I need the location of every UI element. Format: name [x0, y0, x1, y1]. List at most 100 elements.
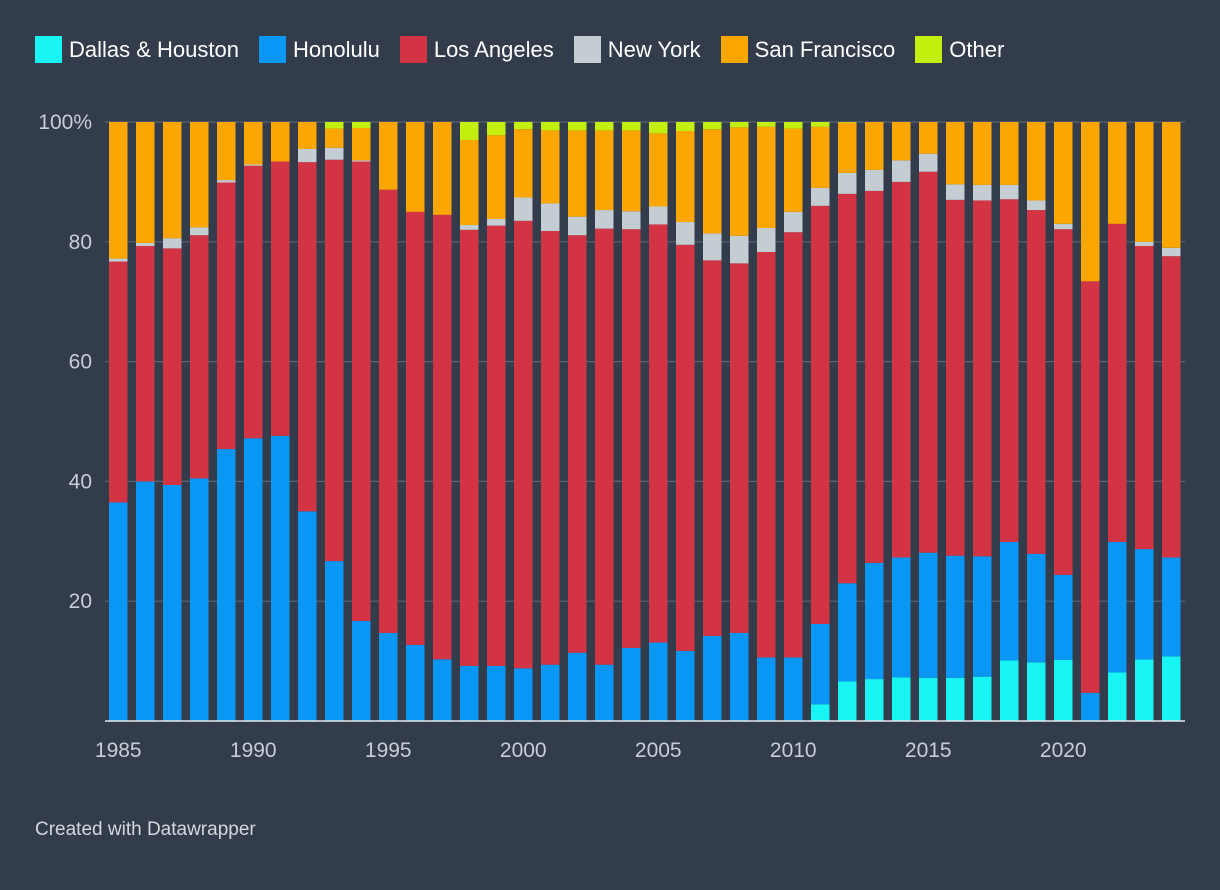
bar-segment — [379, 632, 398, 721]
bar-segment — [703, 233, 722, 261]
bar-segment — [1108, 122, 1127, 224]
y-tick-label: 40 — [69, 470, 92, 493]
bar-segment — [1108, 541, 1127, 673]
bar-segment — [973, 184, 992, 201]
bar-segment — [541, 130, 560, 204]
bar-segment — [433, 659, 452, 721]
bar-segment — [649, 122, 668, 134]
bar-segment — [757, 657, 776, 721]
bar-segment — [514, 197, 533, 221]
bar-segment — [838, 172, 857, 194]
bar-segment — [1108, 672, 1127, 721]
bar-segment — [109, 258, 128, 262]
bar-segment — [514, 220, 533, 669]
bar-segment — [811, 704, 830, 721]
legend-item-new-york: New York — [573, 36, 701, 63]
bar-segment — [136, 122, 155, 243]
bar-segment — [649, 224, 668, 643]
bar-segment — [1054, 122, 1073, 224]
bar-segment — [298, 162, 317, 512]
bar-segment — [973, 200, 992, 557]
legend-item-los-angeles: Los Angeles — [399, 36, 554, 63]
x-tick-label: 2000 — [500, 739, 547, 762]
bar-segment — [595, 228, 614, 665]
bar-segment — [784, 211, 803, 233]
bar-segment — [136, 245, 155, 482]
bar-segment — [1000, 122, 1019, 185]
bar-segment — [298, 148, 317, 163]
legend-item-honolulu: Honolulu — [258, 36, 380, 63]
bar-segment — [649, 206, 668, 225]
bar-segment — [946, 677, 965, 721]
bar-segment — [217, 180, 236, 183]
bar-segment — [460, 139, 479, 226]
bar-segment — [892, 677, 911, 721]
bar-segment — [784, 122, 803, 129]
bar-segment — [190, 235, 209, 479]
bar-segment — [433, 214, 452, 660]
bar-segment — [1162, 122, 1181, 248]
bar-segment — [433, 122, 452, 215]
bar-segment — [865, 562, 884, 680]
bar-segment — [487, 219, 506, 226]
bar-segment — [271, 435, 290, 721]
bar-segment — [244, 122, 263, 165]
bar-segment — [1135, 245, 1154, 550]
bar-segment — [379, 189, 398, 633]
legend-label-other: Other — [949, 36, 1005, 62]
bar-segment — [676, 122, 695, 131]
bar-segment — [1162, 247, 1181, 257]
bar-segment — [730, 263, 749, 633]
legend-item-other: Other — [915, 36, 1004, 63]
bar-segment — [1162, 656, 1181, 721]
bar-segment — [1081, 281, 1100, 693]
bar-segment — [217, 182, 236, 450]
legend-swatch-honolulu — [258, 36, 286, 63]
legend-label-san-francisco: San Francisco — [754, 36, 896, 62]
bar-segment — [757, 251, 776, 658]
bar-segment — [838, 193, 857, 584]
legend-item-dallas-houston: Dallas & Houston — [35, 36, 239, 63]
bar-segment — [325, 147, 344, 160]
legend-label-new-york: New York — [607, 36, 701, 62]
bar-segment — [514, 668, 533, 721]
bar-segment — [730, 127, 749, 236]
bar-segment — [622, 130, 641, 212]
bar-segment — [163, 122, 182, 239]
bar-segment — [1135, 659, 1154, 721]
bar-segment — [568, 235, 587, 653]
bar-segment — [541, 203, 560, 232]
bar-segment — [1054, 659, 1073, 721]
y-axis-ticks: 100% 80 60 40 20 — [38, 111, 92, 613]
bar-segment — [217, 449, 236, 721]
legend-label-los-angeles: Los Angeles — [433, 36, 554, 62]
bar-segment — [1081, 692, 1100, 721]
bar-segment — [541, 231, 560, 665]
footer-credit: Created with Datawrapper — [35, 819, 256, 840]
bar-segment — [649, 133, 668, 207]
bar-segment — [811, 126, 830, 188]
x-tick-label: 1985 — [95, 739, 142, 762]
bar-segment — [595, 130, 614, 211]
bar-segment — [892, 557, 911, 678]
bar-segment — [352, 122, 371, 128]
legend: Dallas & Houston Honolulu Los Angeles Ne… — [35, 36, 1024, 63]
bar-segment — [811, 205, 830, 624]
bar-segment — [109, 122, 128, 259]
bar-segment — [946, 184, 965, 200]
bar-segment — [352, 160, 371, 162]
bar-segment — [757, 122, 776, 127]
bar-segment — [919, 153, 938, 172]
bar-segment — [406, 122, 425, 212]
bars — [105, 122, 1185, 722]
legend-swatch-dallas-houston — [35, 36, 62, 63]
bar-segment — [460, 122, 479, 140]
y-tick-label: 80 — [69, 231, 92, 254]
bar-segment — [730, 122, 749, 128]
x-tick-label: 1990 — [230, 739, 277, 762]
bar-segment — [892, 181, 911, 558]
x-tick-label: 2010 — [770, 739, 817, 762]
bar-segment — [487, 135, 506, 220]
legend-swatch-new-york — [573, 36, 601, 63]
bar-segment — [163, 248, 182, 485]
